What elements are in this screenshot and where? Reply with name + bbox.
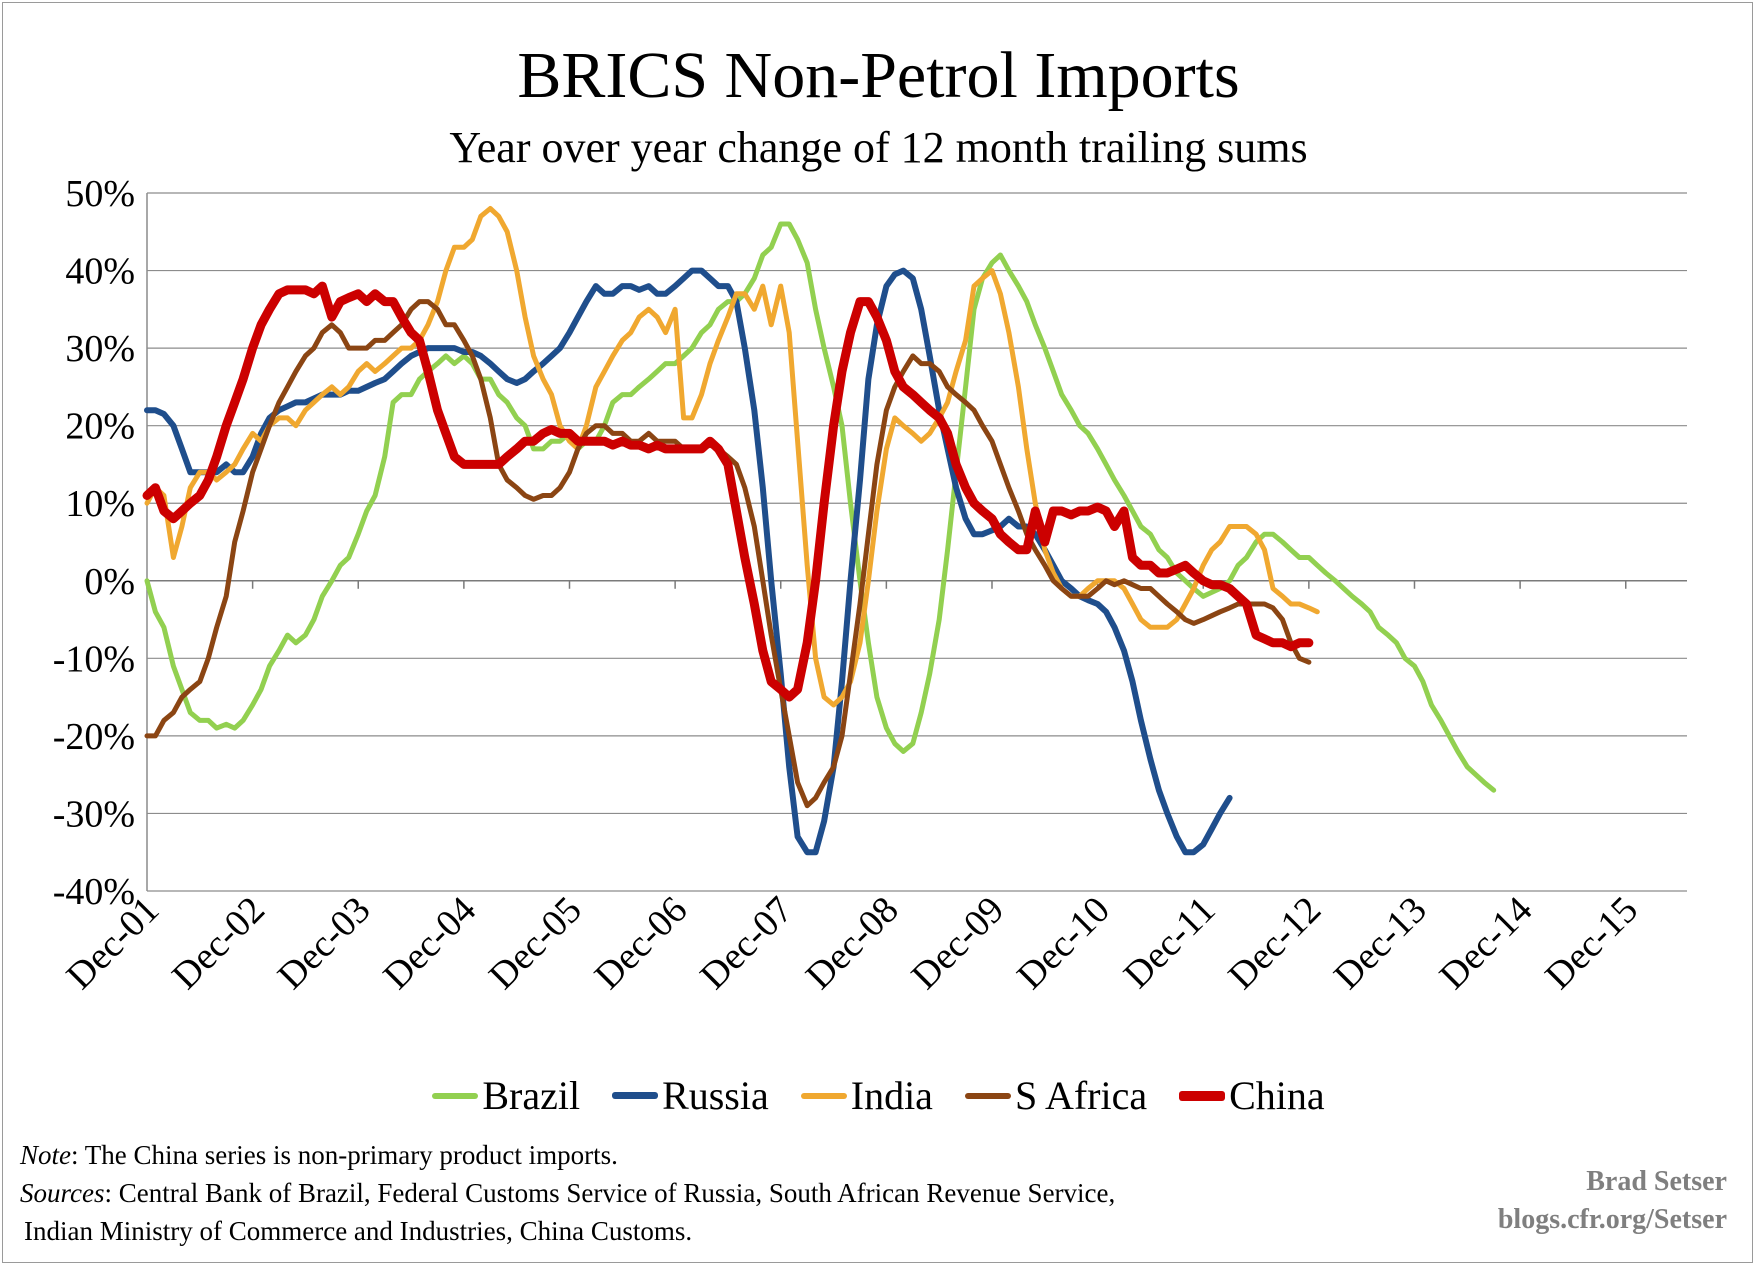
x-tick-label: Dec-15 (1537, 889, 1646, 998)
legend-item-s-africa: S Africa (964, 1072, 1148, 1119)
x-tick-label: Dec-07 (692, 889, 801, 998)
x-tick-label: Dec-11 (1116, 889, 1224, 997)
x-tick-label: Dec-09 (904, 889, 1013, 998)
x-tick-label: Dec-10 (1009, 889, 1118, 998)
x-tick-label: Dec-08 (798, 889, 907, 998)
x-tick-label: Dec-05 (481, 889, 590, 998)
chart-note: Note: The China series is non-primary pr… (20, 1140, 618, 1171)
legend-label: Brazil (482, 1073, 581, 1118)
credit-url: blogs.cfr.org/Setser (1497, 1204, 1727, 1235)
y-tick-label: -30% (53, 793, 135, 835)
note-label: Note (20, 1140, 71, 1170)
legend-label: S Africa (1014, 1073, 1148, 1118)
series-line-china (142, 281, 1314, 702)
legend-swatch (964, 1092, 1011, 1099)
x-tick-label: Dec-12 (1220, 889, 1329, 998)
legend-swatch (432, 1092, 479, 1099)
x-tick-label: Dec-02 (164, 889, 273, 998)
y-tick-label: 40% (65, 251, 135, 293)
chart-sources-cont: Indian Ministry of Commerce and Industri… (24, 1216, 693, 1246)
sources-label: Sources (20, 1178, 105, 1208)
sources-text-1: : Central Bank of Brazil, Federal Custom… (104, 1178, 1116, 1208)
legend-swatch (612, 1092, 659, 1099)
x-tick-label: Dec-04 (375, 889, 484, 998)
y-tick-label: 0% (84, 561, 135, 603)
chart-title: BRICS Non-Petrol Imports (517, 39, 1240, 112)
credit-name: Brad Setser (1586, 1166, 1727, 1197)
legend-swatch (1179, 1090, 1226, 1101)
x-tick-label: Dec-13 (1326, 889, 1435, 998)
x-tick-label: Dec-06 (587, 889, 696, 998)
y-tick-label: -10% (53, 638, 135, 680)
y-tick-label: -20% (53, 716, 135, 758)
legend: Brazil Russia India S Africa China (0, 1072, 1757, 1119)
y-tick-label: 30% (65, 328, 135, 370)
legend-item-brazil: Brazil (432, 1072, 580, 1119)
legend-item-china: China (1179, 1072, 1325, 1119)
legend-label: Russia (662, 1073, 769, 1118)
legend-item-india: India (800, 1072, 933, 1119)
x-tick-label: Dec-14 (1432, 889, 1541, 998)
series-line-russia (144, 267, 1233, 856)
chart-subtitle: Year over year change of 12 month traili… (449, 123, 1308, 172)
legend-swatch (800, 1092, 847, 1099)
y-tick-label: 10% (65, 483, 135, 525)
legend-label: China (1229, 1073, 1325, 1118)
legend-label: India (850, 1073, 933, 1118)
series-line-india (144, 206, 1320, 708)
chart-sources: Sources: Central Bank of Brazil, Federal… (20, 1178, 1115, 1209)
legend-item-russia: Russia (612, 1072, 769, 1119)
y-tick-label: -40% (53, 871, 135, 913)
note-text: : The China series is non-primary produc… (71, 1140, 618, 1170)
x-tick-label: Dec-03 (270, 889, 379, 998)
series-line-brazil (144, 221, 1497, 793)
y-tick-label: 20% (65, 406, 135, 448)
y-tick-label: 50% (65, 173, 135, 215)
